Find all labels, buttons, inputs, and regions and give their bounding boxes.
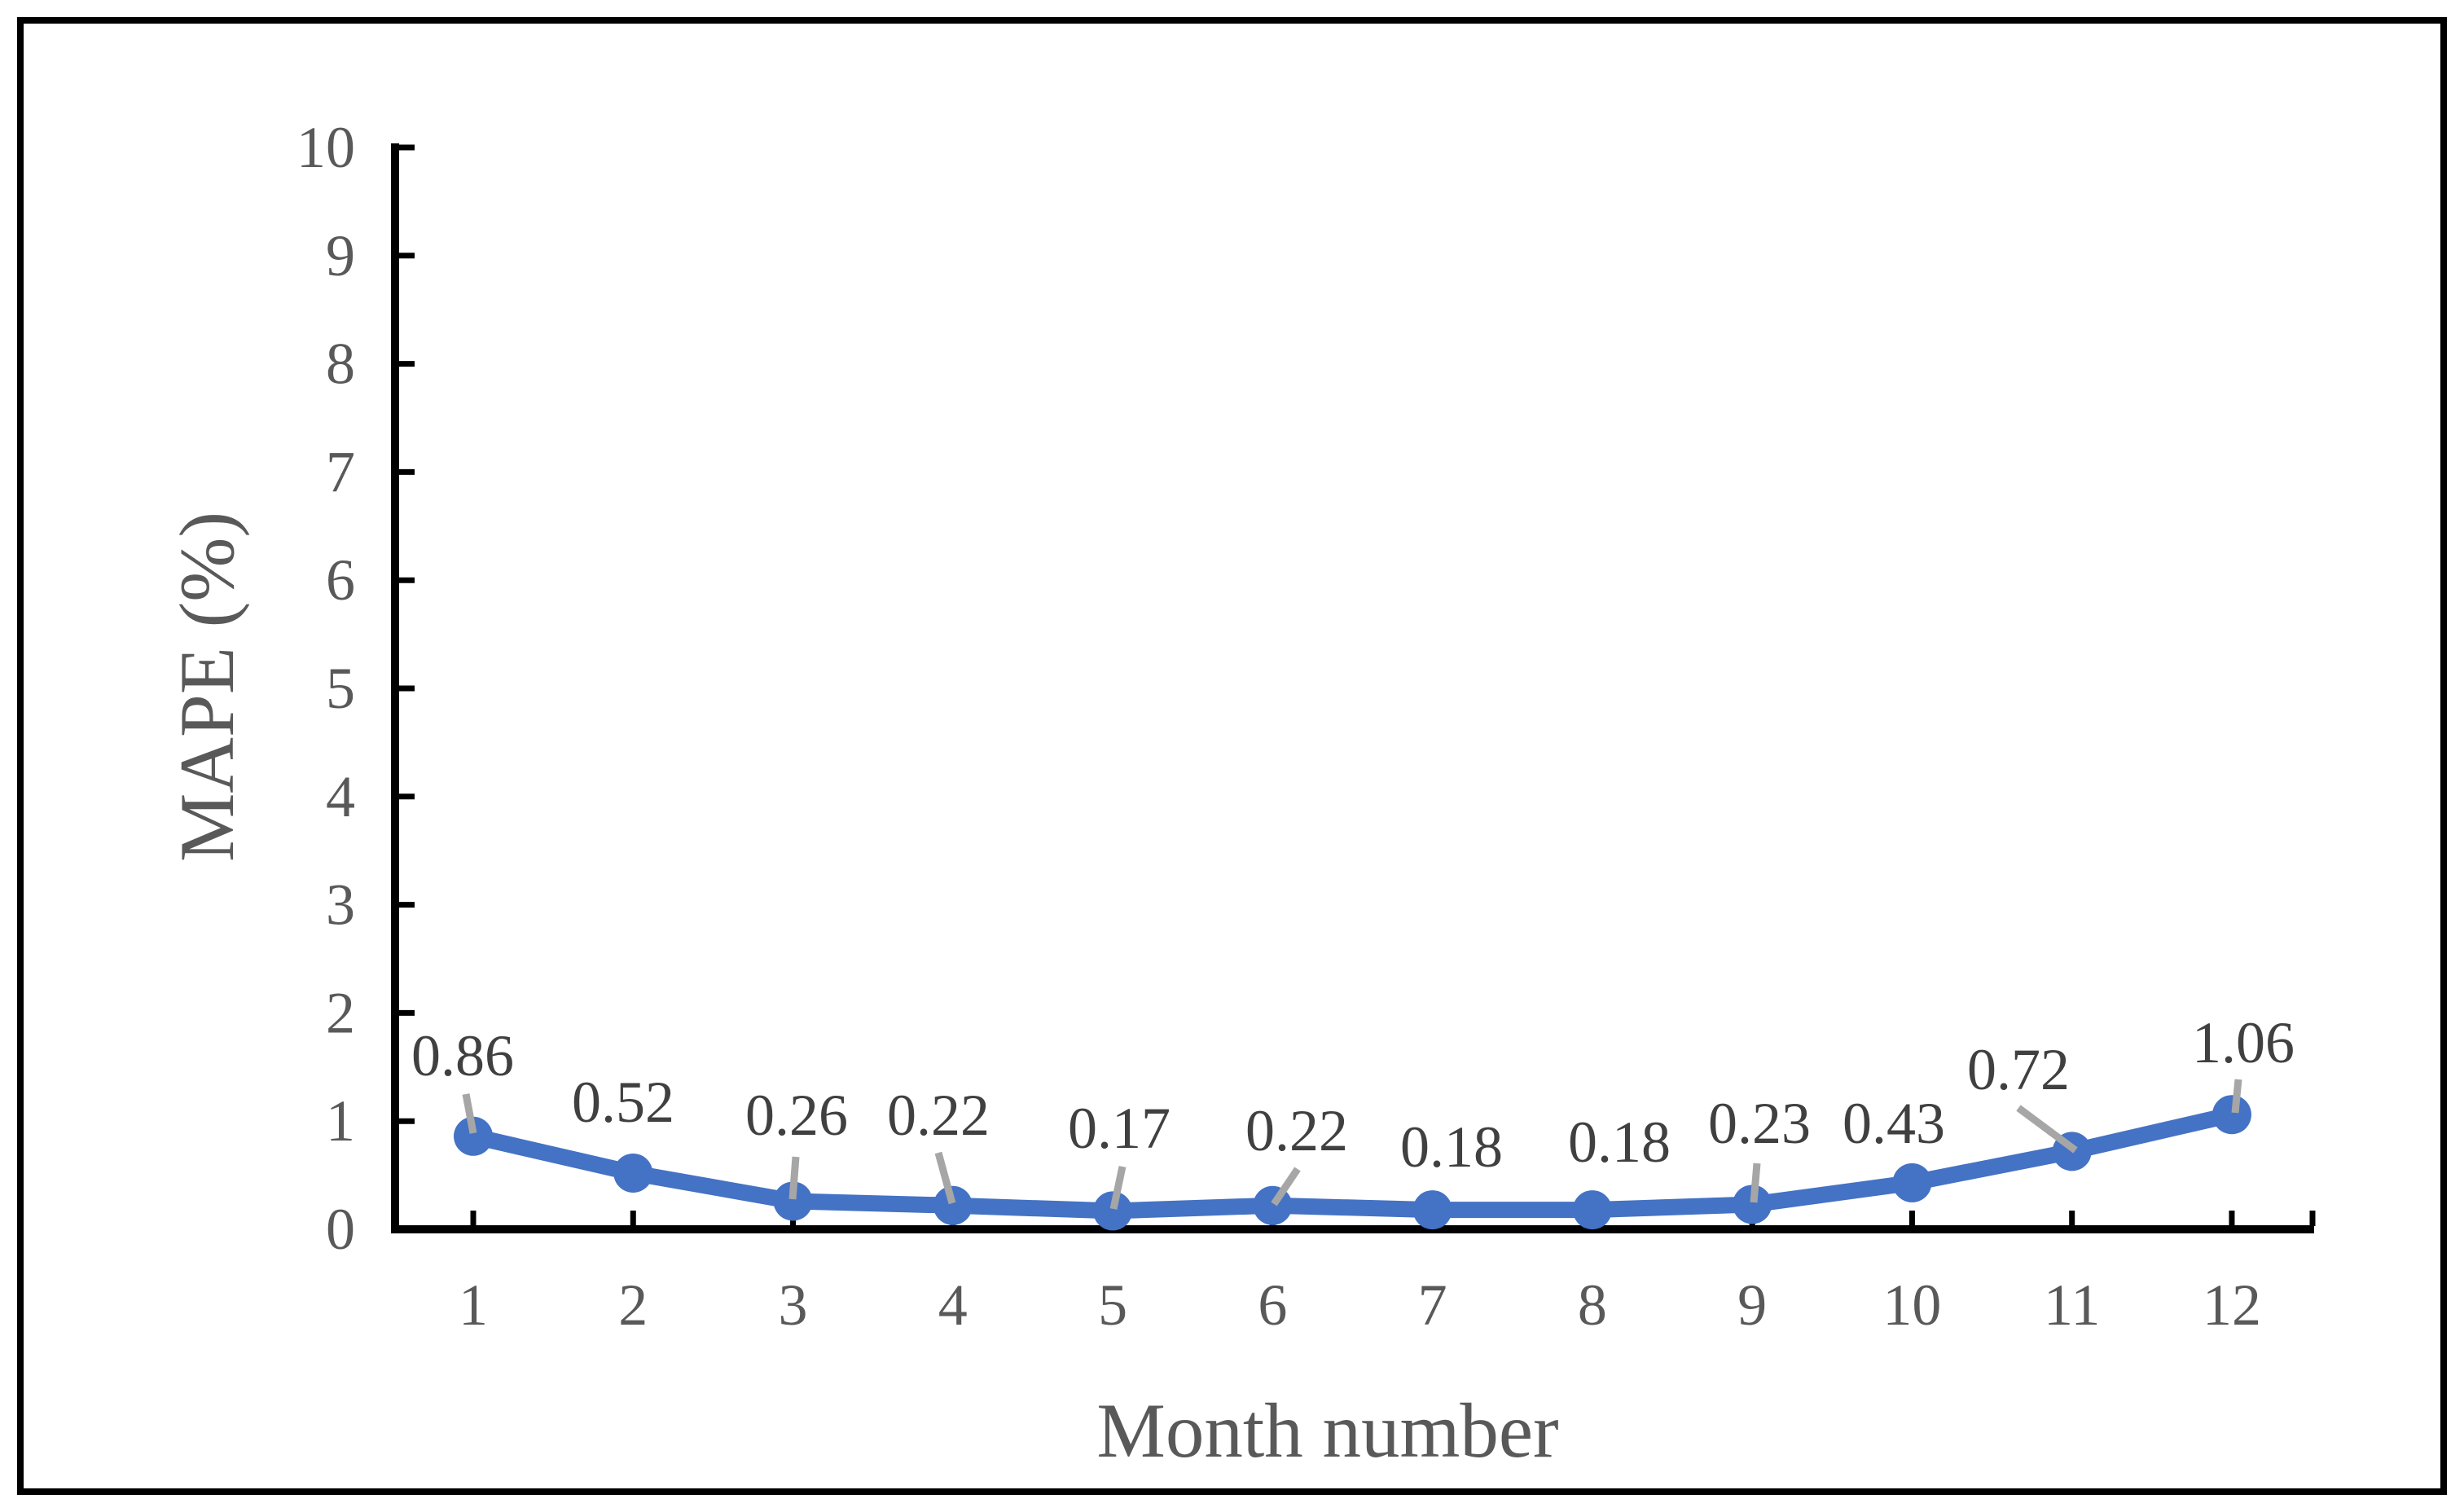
data-label-leader-line [788, 1156, 800, 1200]
data-point-label: 1.06 [2192, 1010, 2295, 1075]
data-labels: 0.86 0.52 0.26 0.22 0.17 0.22 0.18 0.18 0.23 0.43… [411, 1010, 2295, 1180]
series-line [465, 1106, 2240, 1220]
data-label-leader-line [1109, 1166, 1127, 1210]
x-tick-label: 9 [1737, 1272, 1767, 1338]
data-point-marker [454, 1116, 493, 1156]
data-point-marker [613, 1153, 653, 1193]
data-point-label: 0.22 [1245, 1098, 1348, 1163]
data-point-marker [1093, 1191, 1133, 1231]
y-tick-label: 2 [326, 980, 355, 1045]
data-label-leader-line [1271, 1167, 1301, 1207]
x-tick-label: 7 [1418, 1272, 1447, 1338]
y-axis: 0 1 2 3 4 5 6 7 8 9 10 MAPE (%) [164, 115, 415, 1262]
data-point-marker [1572, 1190, 1612, 1230]
y-tick-label: 7 [326, 439, 355, 504]
x-tick-label: 2 [618, 1272, 648, 1338]
x-tick-label: 3 [779, 1272, 808, 1338]
data-point-label: 0.17 [1068, 1096, 1171, 1161]
data-point-label: 0.22 [887, 1083, 990, 1148]
y-axis-title: MAPE (%) [164, 512, 250, 862]
x-tick-label: 1 [459, 1272, 488, 1338]
data-point-label: 0.86 [411, 1023, 514, 1088]
x-axis-tick-labels: 1 2 3 4 5 6 7 8 9 10 11 12 [459, 1272, 2261, 1338]
y-tick-label: 10 [296, 115, 355, 180]
data-label-leader-line [2231, 1079, 2242, 1114]
x-tick-label: 11 [2044, 1272, 2100, 1338]
data-label-leader-line [1750, 1163, 1761, 1203]
y-tick-label: 3 [326, 872, 355, 938]
data-point-marker [2211, 1095, 2251, 1135]
x-tick-label: 8 [1578, 1272, 1607, 1338]
x-tick-label: 4 [938, 1272, 968, 1338]
data-point-label: 0.52 [572, 1070, 674, 1135]
data-label-leader-line [2016, 1105, 2078, 1154]
y-axis-tick-labels: 0 1 2 3 4 5 6 7 8 9 10 [296, 115, 355, 1262]
data-point-label: 0.18 [1400, 1114, 1503, 1180]
data-point-marker [933, 1185, 973, 1225]
x-tick-label: 12 [2203, 1272, 2261, 1338]
leader-lines [462, 1079, 2242, 1210]
data-label-leader-line [462, 1093, 477, 1134]
y-tick-label: 0 [326, 1197, 355, 1262]
data-point-marker [1733, 1185, 1772, 1224]
data-point-label: 0.18 [1568, 1110, 1671, 1175]
data-point-marker [1892, 1163, 1932, 1202]
y-tick-label: 6 [326, 547, 355, 613]
y-tick-label: 1 [326, 1088, 355, 1154]
data-point-marker [773, 1181, 813, 1221]
figure-border [17, 17, 2447, 1495]
data-point-label: 0.23 [1708, 1091, 1811, 1156]
y-tick-label: 9 [326, 223, 355, 288]
y-tick-label: 4 [326, 764, 355, 829]
data-point-label: 0.72 [1967, 1037, 2070, 1102]
data-point-label: 0.26 [745, 1083, 848, 1148]
data-point-label: 0.43 [1843, 1091, 1945, 1156]
data-label-leader-line [934, 1151, 956, 1205]
x-tick-label: 5 [1098, 1272, 1127, 1338]
y-tick-label: 8 [326, 332, 355, 397]
x-tick-label: 10 [1882, 1272, 1941, 1338]
x-tick-label: 6 [1258, 1272, 1287, 1338]
y-tick-label: 5 [326, 656, 355, 721]
data-point-marker [1412, 1190, 1452, 1230]
x-axis: 1 2 3 4 5 6 7 8 9 10 11 12 Month number [391, 1211, 2316, 1474]
x-axis-title: Month number [1096, 1387, 1558, 1474]
